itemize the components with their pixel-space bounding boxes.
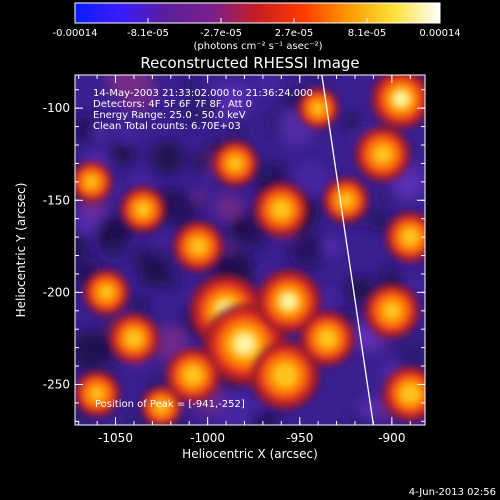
emission-blob bbox=[75, 161, 113, 203]
emission-blob bbox=[120, 186, 167, 233]
info-clean: Clean Total counts: 6.70E+03 bbox=[93, 121, 241, 132]
emission-blob bbox=[165, 347, 221, 403]
image-area bbox=[75, 75, 425, 425]
y-axis-label: Heliocentric Y (arcsec) bbox=[14, 183, 28, 318]
y-tick-label: -150 bbox=[43, 193, 70, 207]
emission-blob bbox=[322, 177, 369, 224]
emission-blob bbox=[382, 366, 425, 422]
emission-blob bbox=[212, 140, 259, 187]
colorbar-tick-label: 8.1e-05 bbox=[348, 28, 386, 39]
plot-frame bbox=[74, 74, 426, 426]
colorbar-ticks: -0.00014 -8.1e-05 -2.7e-05 2.7e-05 8.1e-05 0.… bbox=[53, 18, 461, 39]
colorbar-unit-label: (photons cm⁻² s⁻¹ asec⁻²) bbox=[193, 41, 322, 52]
info-detectors: Detectors: 4F 5F 6F 7F 8F, Att 0 bbox=[93, 99, 252, 110]
emission-blob bbox=[75, 370, 121, 417]
emission-blob bbox=[83, 269, 130, 316]
emission-blob bbox=[384, 211, 425, 263]
emission-blob bbox=[256, 269, 321, 334]
x-tick-label: -1050 bbox=[98, 431, 133, 445]
solar-limb-line bbox=[321, 75, 375, 425]
emission-blob bbox=[364, 283, 420, 339]
emission-blob bbox=[173, 220, 224, 272]
colorbar-tick-label: 2.7e-05 bbox=[275, 28, 313, 39]
info-energy: Energy Range: 25.0 - 50.0 keV bbox=[93, 110, 246, 121]
x-tick-label: -950 bbox=[286, 431, 313, 445]
peak-position: Position of Peak = [-941,-252] bbox=[95, 399, 245, 410]
colorbar-tick-label: 0.00014 bbox=[419, 28, 460, 39]
colorbar-tick-label: -8.1e-05 bbox=[127, 28, 169, 39]
colorbar-tick-label: -0.00014 bbox=[53, 28, 98, 39]
emission-blob bbox=[299, 310, 355, 367]
colorbar-tick-label: -2.7e-05 bbox=[200, 28, 242, 39]
colorbar bbox=[74, 2, 441, 24]
emission-blob bbox=[355, 126, 411, 182]
x-tick-label: -1000 bbox=[190, 431, 225, 445]
x-axis-ticks: -1050 -1000 -950 -900 bbox=[78, 75, 411, 445]
info-time: 14-May-2003 21:33:02.000 to 21:36:24.000 bbox=[93, 88, 313, 99]
emission-blob bbox=[371, 75, 425, 129]
y-tick-label: -200 bbox=[43, 285, 70, 299]
plot-title: Reconstructed RHESSI Image bbox=[140, 54, 359, 72]
emission-blob bbox=[140, 385, 183, 425]
emission-blob bbox=[250, 340, 320, 410]
footer-date: 4-Jun-2013 02:56 bbox=[409, 487, 496, 498]
emission-blob bbox=[297, 87, 339, 129]
emission-blob bbox=[108, 313, 160, 364]
y-tick-label: -250 bbox=[43, 377, 70, 391]
emission-blob bbox=[253, 181, 309, 238]
y-axis-ticks: -100 -150 -200 -250 bbox=[43, 89, 425, 422]
x-tick-label: -900 bbox=[378, 431, 405, 445]
y-tick-label: -100 bbox=[43, 101, 70, 115]
x-axis-label: Heliocentric X (arcsec) bbox=[182, 447, 318, 461]
